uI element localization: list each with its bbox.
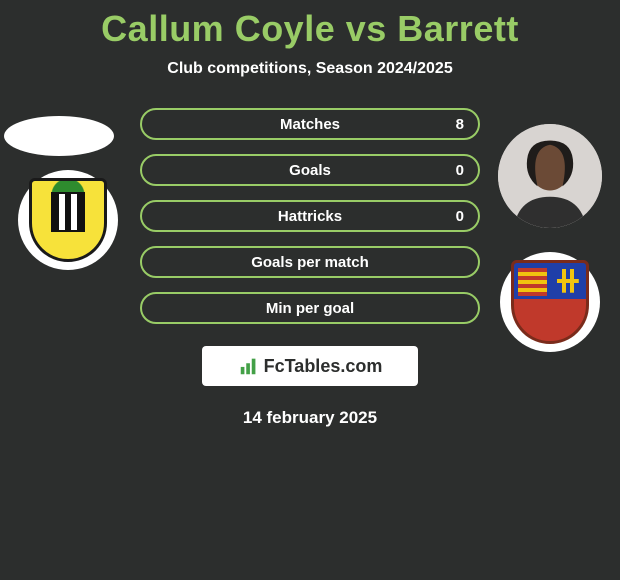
person-silhouette-icon: [498, 124, 602, 228]
player-left-avatar: [4, 116, 114, 156]
date-label: 14 february 2025: [0, 408, 620, 428]
player-right-avatar: [498, 124, 602, 228]
stat-right-value: 0: [424, 208, 464, 225]
stat-label: Goals per match: [251, 254, 369, 271]
page-title: Callum Coyle vs Barrett: [0, 8, 620, 50]
stat-row: Min per goal: [140, 292, 480, 324]
stat-row: Goals 0: [140, 154, 480, 186]
stat-label: Hattricks: [278, 208, 342, 225]
stat-label: Matches: [280, 116, 340, 133]
club-right-crest: [500, 252, 600, 352]
stat-row: Matches 8: [140, 108, 480, 140]
brand-text: FcTables.com: [264, 356, 383, 377]
stat-row: Hattricks 0: [140, 200, 480, 232]
crest-icon: [511, 260, 589, 344]
club-left-crest: [18, 170, 118, 270]
chart-icon: [238, 355, 260, 377]
subtitle: Club competitions, Season 2024/2025: [0, 60, 620, 78]
stat-right-value: 8: [424, 116, 464, 133]
stat-label: Min per goal: [266, 300, 354, 317]
brand-logo: FcTables.com: [202, 346, 418, 386]
stat-row: Goals per match: [140, 246, 480, 278]
crest-icon: [29, 178, 107, 262]
stat-label: Goals: [289, 162, 331, 179]
stat-right-value: 0: [424, 162, 464, 179]
